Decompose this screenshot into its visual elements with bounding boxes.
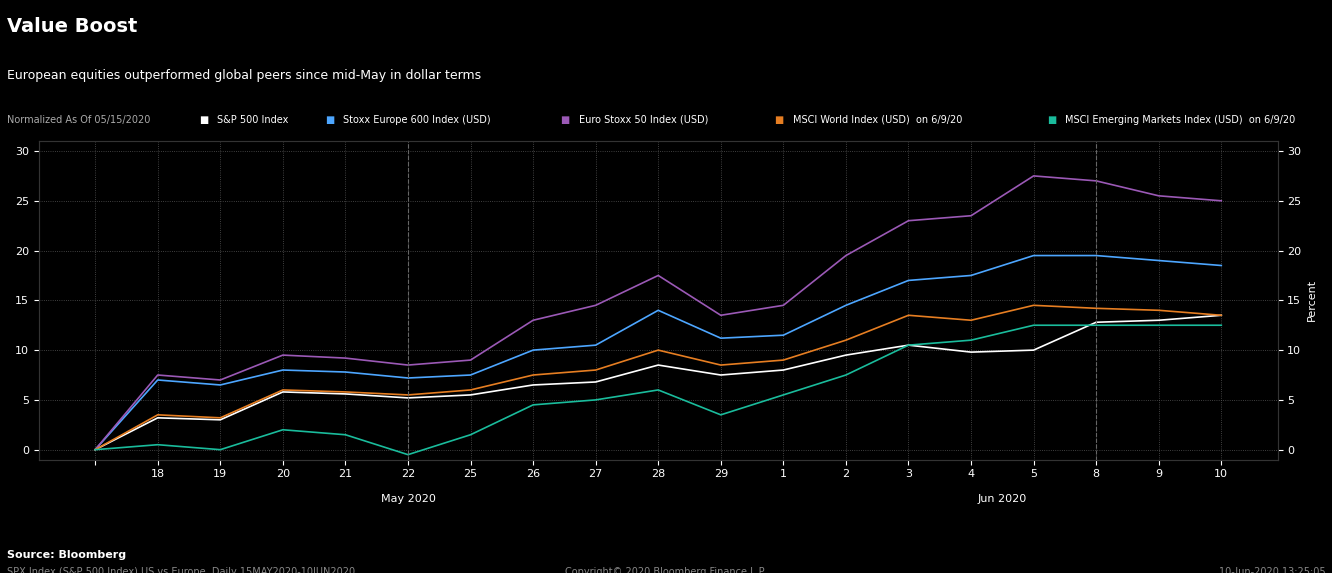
- Text: 10-Jun-2020 13:25:05: 10-Jun-2020 13:25:05: [1219, 567, 1325, 573]
- Text: Source: Bloomberg: Source: Bloomberg: [7, 550, 125, 560]
- Text: Jun 2020: Jun 2020: [978, 494, 1027, 504]
- Text: MSCI World Index (USD)  on 6/9/20: MSCI World Index (USD) on 6/9/20: [793, 115, 962, 124]
- Text: European equities outperformed global peers since mid-May in dollar terms: European equities outperformed global pe…: [7, 69, 481, 82]
- Text: ■: ■: [775, 115, 787, 124]
- Text: May 2020: May 2020: [381, 494, 436, 504]
- Text: ■: ■: [325, 115, 338, 124]
- Text: Euro Stoxx 50 Index (USD): Euro Stoxx 50 Index (USD): [578, 115, 709, 124]
- Text: ■: ■: [1047, 115, 1060, 124]
- Text: Stoxx Europe 600 Index (USD): Stoxx Europe 600 Index (USD): [344, 115, 490, 124]
- Text: Copyright© 2020 Bloomberg Finance L.P.: Copyright© 2020 Bloomberg Finance L.P.: [566, 567, 766, 573]
- Text: MSCI Emerging Markets Index (USD)  on 6/9/20: MSCI Emerging Markets Index (USD) on 6/9…: [1066, 115, 1295, 124]
- Text: ■: ■: [200, 115, 212, 124]
- Text: Normalized As Of 05/15/2020: Normalized As Of 05/15/2020: [7, 115, 151, 124]
- Text: ■: ■: [562, 115, 574, 124]
- Y-axis label: Percent: Percent: [1307, 279, 1317, 321]
- Text: Value Boost: Value Boost: [7, 17, 137, 36]
- Text: S&P 500 Index: S&P 500 Index: [217, 115, 289, 124]
- Text: SPX Index (S&P 500 Index) US vs Europe  Daily 15MAY2020-10JUN2020: SPX Index (S&P 500 Index) US vs Europe D…: [7, 567, 354, 573]
